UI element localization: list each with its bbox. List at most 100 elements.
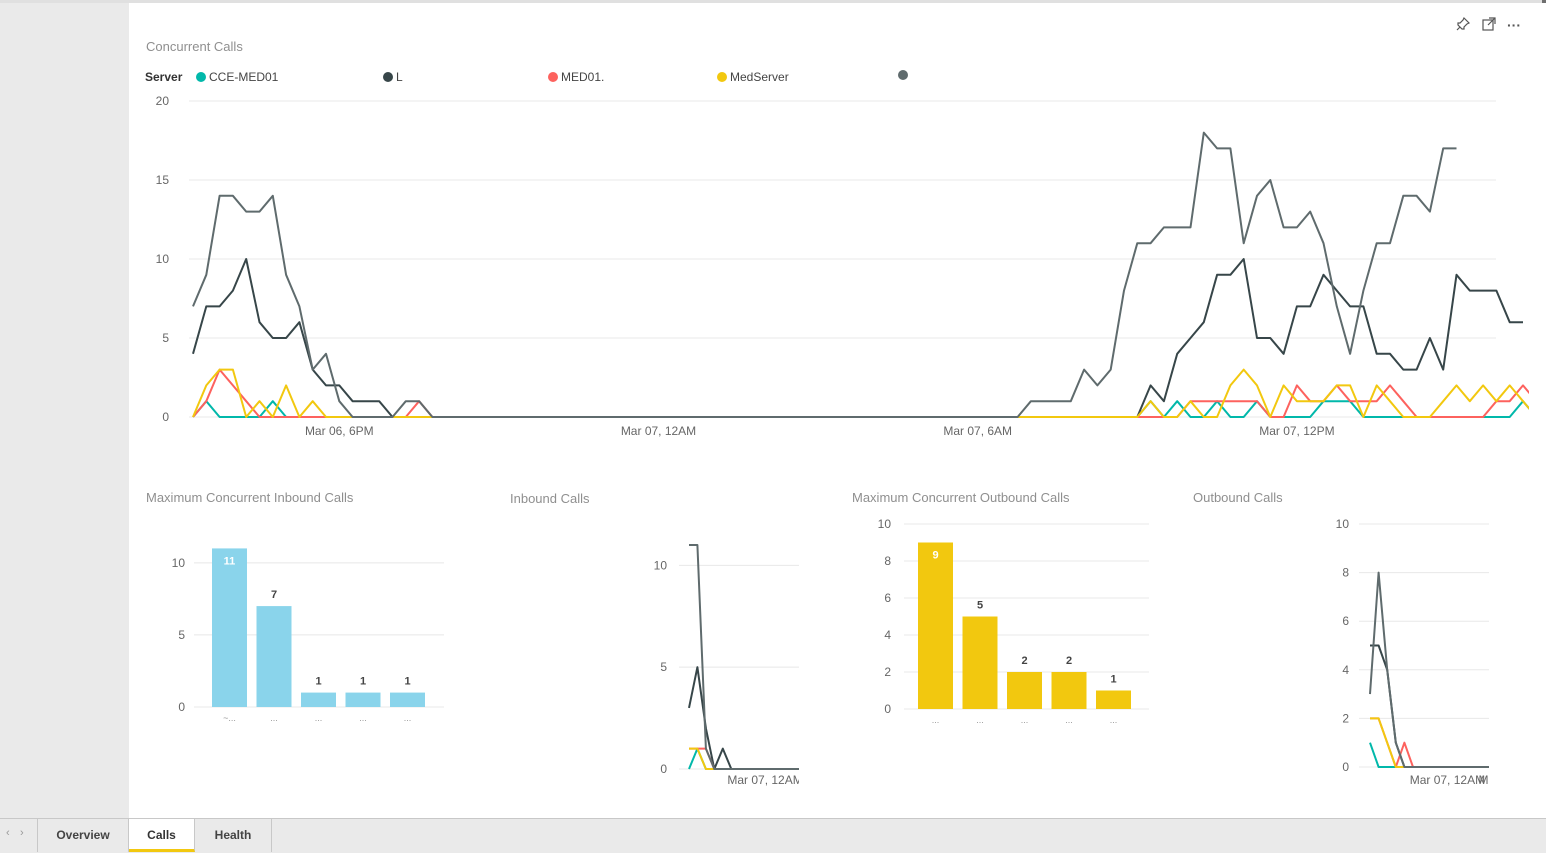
x-tick-label: ... <box>359 713 367 723</box>
legend-label: MED01. <box>561 70 605 84</box>
max-outbound-title: Maximum Concurrent Outbound Calls <box>852 490 1070 505</box>
y-tick-label: 5 <box>178 628 185 642</box>
legend-item-med01[interactable]: MED01. <box>548 70 604 84</box>
y-tick-label: 8 <box>884 554 891 568</box>
concurrent-calls-title: Concurrent Calls <box>146 39 243 54</box>
y-tick-label: 4 <box>1342 663 1349 677</box>
series-line-med01 <box>1370 717 1489 768</box>
series-line-med01 <box>192 368 1529 418</box>
max-outbound-chart[interactable]: 0 2 4 6 8 10 9... 5... 2... 2... 1... <box>849 508 1169 733</box>
report-canvas: ··· Concurrent Calls Server CCE-MED01 L … <box>129 3 1546 818</box>
next-page-arrow[interactable]: › <box>20 827 24 839</box>
bar <box>390 692 425 707</box>
y-tick-label: 15 <box>156 173 170 187</box>
tab-overview[interactable]: Overview <box>37 819 129 852</box>
bar <box>962 616 998 709</box>
y-tick-label: 0 <box>162 410 169 424</box>
x-tick-label: Mar 07, 6AM <box>943 424 1012 438</box>
y-tick-label: 10 <box>654 558 668 572</box>
bar <box>345 692 381 707</box>
max-inbound-title: Maximum Concurrent Inbound Calls <box>146 490 354 505</box>
y-tick-label: 2 <box>884 665 891 679</box>
legend-item-medserver[interactable]: MedServer <box>717 70 789 84</box>
legend-dot-icon <box>383 72 393 82</box>
y-tick-label: 10 <box>156 252 170 266</box>
x-tick-label: ... <box>1110 715 1118 725</box>
data-label: 9 <box>932 550 938 562</box>
top-border <box>0 0 1546 3</box>
x-tick-label: Mar 07, 12PM <box>1479 773 1489 787</box>
legend-label: L <box>396 70 403 84</box>
y-tick-label: 6 <box>884 591 891 605</box>
y-tick-label: 4 <box>884 628 891 642</box>
more-options-icon[interactable]: ··· <box>1507 17 1521 33</box>
outbound-calls-title: Outbound Calls <box>1193 490 1283 505</box>
y-tick-label: 0 <box>1342 760 1349 774</box>
data-label: 1 <box>315 676 321 688</box>
y-tick-label: 20 <box>156 94 170 108</box>
data-label: 2 <box>1021 655 1027 667</box>
x-tick-label: ... <box>932 715 940 725</box>
series-line-unnamed <box>689 544 799 770</box>
tab-health[interactable]: Health <box>195 819 272 852</box>
series-line-l <box>1370 644 1489 768</box>
x-tick-label: ... <box>1065 715 1073 725</box>
max-inbound-chart[interactable]: 0 5 10 11 ~... 7... 1... 1... 1... <box>129 523 459 733</box>
x-tick-label: ... <box>404 713 412 723</box>
legend-item-cce-med01[interactable]: CCE-MED01 <box>196 70 278 84</box>
page-tab-bar: ‹ › Overview Calls Health <box>0 818 1546 853</box>
concurrent-calls-chart[interactable]: 0 5 10 15 20 Mar 06, 6PM Mar 07, 12AM Mar 07, 6… <box>129 88 1529 448</box>
y-tick-label: 2 <box>1342 711 1349 725</box>
data-label: 5 <box>977 600 983 612</box>
left-pane <box>0 3 129 818</box>
x-tick-label: Mar 07, 12AM <box>1410 773 1485 787</box>
bar <box>301 692 336 707</box>
y-tick-label: 0 <box>178 700 185 714</box>
bar <box>1007 672 1042 709</box>
legend-item-unnamed[interactable] <box>898 70 911 80</box>
inbound-calls-title: Inbound Calls <box>510 491 590 506</box>
tab-calls[interactable]: Calls <box>129 819 195 852</box>
y-tick-label: 10 <box>1336 517 1350 531</box>
focus-mode-icon[interactable] <box>1480 17 1498 35</box>
x-tick-label: ... <box>1021 715 1029 725</box>
legend-title: Server <box>145 70 183 84</box>
series-line-medserver <box>192 368 1529 418</box>
series-line-unnamed <box>1369 571 1489 768</box>
x-tick-label: Mar 07, 12PM <box>1259 424 1334 438</box>
y-tick-label: 6 <box>1342 614 1349 628</box>
series-line-medserver <box>1370 717 1489 768</box>
data-label: 1 <box>1110 674 1116 686</box>
pin-icon[interactable] <box>1454 16 1472 35</box>
series-line-unnamed <box>192 131 1457 418</box>
data-label: 11 <box>224 555 236 567</box>
legend-label: MedServer <box>730 70 789 84</box>
y-tick-label: 8 <box>1342 566 1349 580</box>
data-label: 1 <box>360 676 366 688</box>
x-tick-label: ~... <box>223 713 236 723</box>
x-tick-label: ... <box>976 715 984 725</box>
legend-item-l[interactable]: L <box>383 70 403 84</box>
y-tick-label: 10 <box>878 517 892 531</box>
x-tick-label: Mar 06, 6PM <box>305 424 374 438</box>
y-tick-label: 5 <box>162 331 169 345</box>
x-tick-label: Mar 07, 12AM <box>727 773 799 787</box>
y-tick-label: 0 <box>660 762 667 776</box>
legend-dot-icon <box>548 72 558 82</box>
bar <box>918 542 953 709</box>
data-label: 1 <box>404 676 410 688</box>
data-label: 2 <box>1066 655 1072 667</box>
legend-dot-icon <box>717 72 727 82</box>
series-line-medserver <box>689 747 799 770</box>
y-tick-label: 5 <box>660 660 667 674</box>
legend-dot-icon <box>196 72 206 82</box>
bar <box>1096 690 1131 709</box>
x-tick-label: ... <box>315 713 323 723</box>
bar <box>1051 672 1087 709</box>
legend-dot-icon <box>898 70 908 80</box>
x-tick-label: Mar 07, 12AM <box>621 424 696 438</box>
prev-page-arrow[interactable]: ‹ <box>6 827 10 839</box>
bar <box>212 548 247 707</box>
